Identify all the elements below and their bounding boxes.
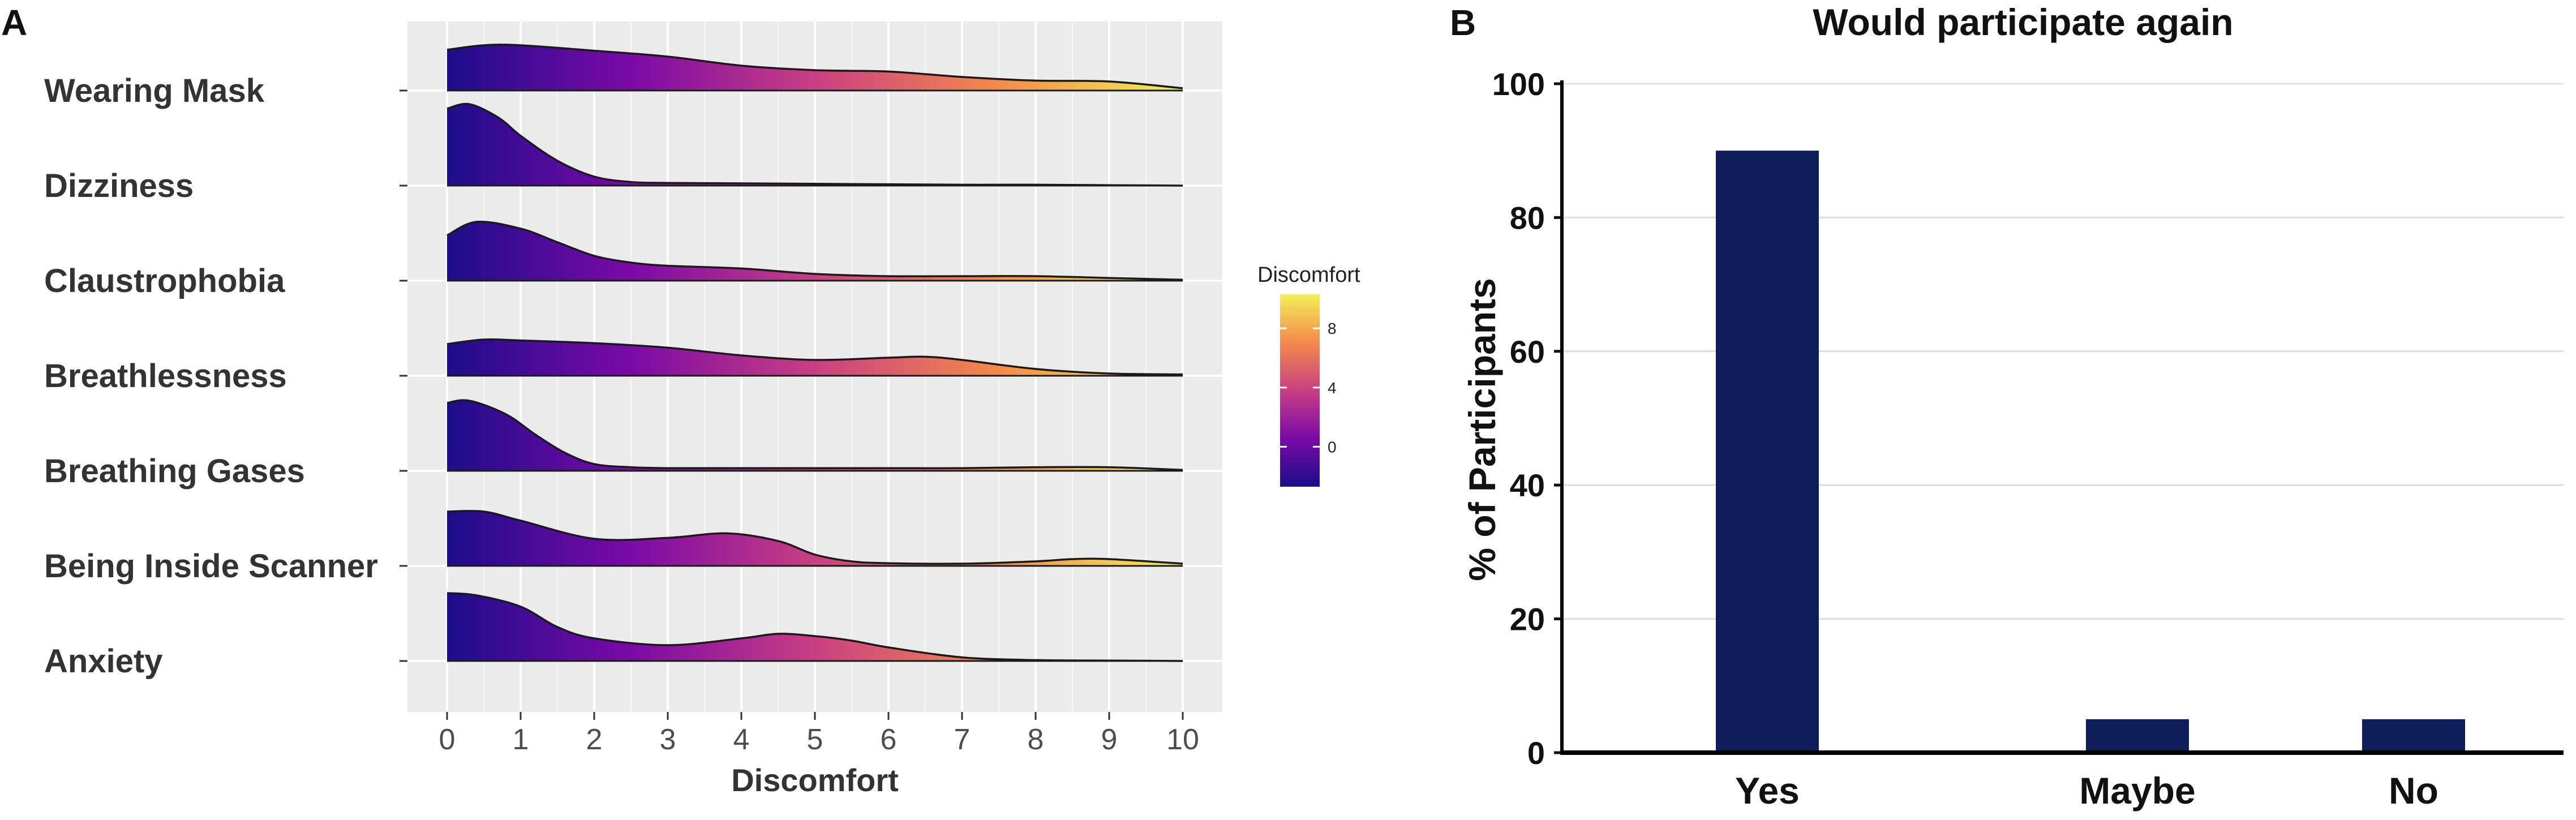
ridgeline-category-label: Wearing Mask xyxy=(44,72,265,109)
ridgeline-category-label: Being Inside Scanner xyxy=(44,548,378,585)
ridgeline-x-tick-label: 6 xyxy=(881,723,897,756)
bar-chart-y-tick-label: 80 xyxy=(1510,200,1545,235)
ridgeline-x-tick-label: 3 xyxy=(660,723,676,756)
ridgeline-x-tick-label: 5 xyxy=(807,723,823,756)
ridgeline-x-tick-label: 10 xyxy=(1166,723,1199,756)
bar-chart-title: Would participate again xyxy=(1813,1,2233,43)
legend-tick-label: 8 xyxy=(1328,320,1337,337)
ridge-outline xyxy=(446,220,1183,281)
bar-chart-x-tick-label: No xyxy=(2389,770,2438,812)
color-legend-gradient xyxy=(1280,294,1320,487)
legend-tick-label: 0 xyxy=(1328,438,1337,456)
ridgeline-x-axis-title: Discomfort xyxy=(731,762,899,798)
bar-chart-y-tick-label: 100 xyxy=(1492,66,1545,102)
bar-chart-x-tick-label: Maybe xyxy=(2079,770,2195,812)
ridge-outline xyxy=(446,338,1183,376)
bar-maybe xyxy=(2086,719,2189,753)
bar-chart-gridlines xyxy=(1562,83,2564,620)
ridge-outline xyxy=(446,102,1183,187)
ridge-claustrophobia xyxy=(446,220,1183,282)
bar-chart-y-tick-label: 20 xyxy=(1510,602,1545,637)
bar-chart-bars xyxy=(1716,151,2465,753)
ridgeline-x-tick-label: 9 xyxy=(1101,723,1118,756)
ridge-area xyxy=(447,104,1183,186)
ridgeline-x-tick-label: 8 xyxy=(1028,723,1044,756)
bar-no xyxy=(2362,719,2465,753)
ridgeline-category-label: Dizziness xyxy=(44,168,194,204)
ridgeline-category-labels: Wearing Mask Dizziness Claustrophobia Breat… xyxy=(44,72,407,680)
legend-tick-label: 4 xyxy=(1328,379,1337,397)
ridge-area xyxy=(447,221,1183,281)
ridge-outline xyxy=(446,399,1183,471)
bar-chart-y-tick-label: 0 xyxy=(1527,735,1545,771)
ridgeline-x-tick-label: 2 xyxy=(586,723,603,756)
ridgeline-category-label: Breathing Gases xyxy=(44,453,305,490)
ridgeline-x-tick-label: 7 xyxy=(954,723,971,756)
ridgeline-x-ticks: 0 1 2 3 4 5 6 7 8 9 10 xyxy=(439,712,1199,756)
bar-chart-x-ticks: Yes Maybe No xyxy=(1735,770,2438,812)
ridge-anxiety xyxy=(446,592,1183,662)
ridge-outline xyxy=(446,44,1183,89)
ridge-outline xyxy=(446,510,1183,565)
ridgeline-chart: Wearing Mask Dizziness Claustrophobia Breat… xyxy=(44,22,1360,798)
color-legend: Discomfort 0 4 8 xyxy=(1257,263,1360,487)
bar-chart-y-axis-title: % of Participants xyxy=(1461,278,1503,581)
ridgeline-x-tick-label: 4 xyxy=(733,723,750,756)
bar-chart: Would participate again 0 20 40 60 80 100 Yes… xyxy=(1461,1,2564,812)
ridge-dizziness xyxy=(446,102,1183,187)
ridgeline-x-tick-label: 0 xyxy=(439,723,456,756)
ridgeline-category-label: Anxiety xyxy=(44,643,163,680)
ridge-being-inside-scanner xyxy=(446,510,1183,567)
ridgeline-category-label: Claustrophobia xyxy=(44,263,285,299)
ridgeline-category-label: Breathlessness xyxy=(44,358,287,394)
color-legend-title: Discomfort xyxy=(1257,263,1360,287)
panel-label-a: A xyxy=(1,2,27,43)
ridgeline-series-group xyxy=(446,44,1183,662)
ridge-breathing-gases xyxy=(446,399,1183,472)
panel-label-b: B xyxy=(1450,2,1476,43)
ridge-breathlessness xyxy=(446,338,1183,377)
color-legend-ticks: 0 4 8 xyxy=(1280,320,1337,456)
bar-chart-y-ticks: 0 20 40 60 80 100 xyxy=(1492,66,1562,771)
bar-chart-x-tick-label: Yes xyxy=(1735,770,1800,812)
ridge-area xyxy=(447,339,1183,376)
ridge-area xyxy=(447,510,1183,566)
ridge-outline xyxy=(446,592,1183,662)
bar-chart-y-tick-label: 60 xyxy=(1510,334,1545,370)
ridge-wearing-mask xyxy=(446,44,1183,92)
ridge-area xyxy=(447,400,1183,471)
ridgeline-x-tick-label: 1 xyxy=(513,723,529,756)
bar-yes xyxy=(1716,151,1819,753)
bar-chart-y-tick-label: 40 xyxy=(1510,467,1545,503)
